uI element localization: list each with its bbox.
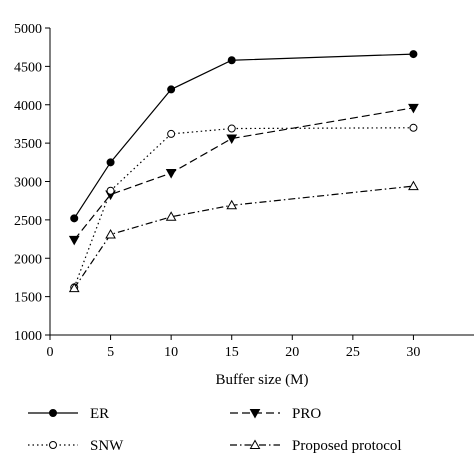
legend-pro-point: [249, 409, 261, 419]
legend-label-proposed-protocol: Proposed protocol: [292, 438, 402, 454]
snw-point: [227, 124, 236, 133]
legend: ER PRO SNW Proposed protocol: [28, 406, 402, 454]
proposed-protocol-point: [226, 199, 238, 210]
x-tick-label: 15: [225, 345, 239, 360]
series-proposed-protocol: [68, 180, 419, 293]
y-tick-label: 1000: [14, 329, 42, 344]
er-point: [106, 158, 115, 167]
legend-proposed-protocol-point: [249, 439, 261, 449]
proposed-protocol-point: [68, 282, 80, 293]
series-pro: [68, 103, 419, 246]
legend-label-er: ER: [90, 406, 109, 422]
pro-point: [408, 103, 419, 114]
x-tick-label: 5: [107, 345, 114, 360]
x-tick-label: 25: [346, 345, 360, 360]
snw-point: [409, 123, 418, 132]
y-tick-label: 1500: [14, 291, 42, 306]
er-point: [409, 50, 418, 59]
er-point: [167, 85, 176, 94]
pro-point: [68, 235, 80, 246]
x-axis-label: Buffer size (M): [215, 372, 308, 388]
legend-er-point: [49, 409, 57, 417]
proposed-protocol-point: [165, 211, 177, 221]
y-tick-label: 3000: [14, 176, 42, 191]
series-line-proposed-protocol: [73, 185, 414, 289]
series-er: [70, 50, 418, 223]
er-point: [70, 214, 79, 223]
legend-snw-point: [49, 441, 57, 449]
series-line-snw: [73, 127, 414, 288]
x-tick-label: 20: [285, 345, 299, 360]
proposed-protocol-point: [408, 180, 419, 191]
y-tick-label: 5000: [14, 22, 42, 37]
pro-point: [226, 134, 238, 145]
x-tick-label: 30: [406, 345, 420, 360]
snw-point: [106, 186, 115, 195]
y-tick-label: 2500: [14, 214, 42, 229]
axes: 1000 1500 2000 2500 3000 3500 4000 4500 5000 0 5 10…: [14, 22, 474, 360]
pro-point: [165, 169, 177, 179]
series-layer: [68, 50, 419, 293]
proposed-protocol-point: [105, 228, 116, 239]
y-tick-label: 2000: [14, 252, 42, 267]
series-snw: [70, 123, 418, 292]
legend-label-pro: PRO: [292, 406, 321, 422]
legend-item-proposed-protocol: Proposed protocol: [230, 438, 402, 454]
legend-item-snw: SNW: [28, 438, 124, 454]
legend-item-pro: PRO: [230, 406, 321, 422]
y-tick-label: 4500: [14, 60, 42, 75]
x-tick-label: 10: [164, 345, 178, 360]
legend-label-snw: SNW: [90, 438, 124, 454]
x-tick-label: 0: [47, 345, 54, 360]
snw-point: [167, 129, 176, 138]
series-line-pro: [73, 107, 414, 241]
y-tick-label: 3500: [14, 137, 42, 152]
er-point: [227, 56, 236, 65]
y-tick-label: 4000: [14, 99, 42, 114]
legend-item-er: ER: [28, 406, 109, 422]
